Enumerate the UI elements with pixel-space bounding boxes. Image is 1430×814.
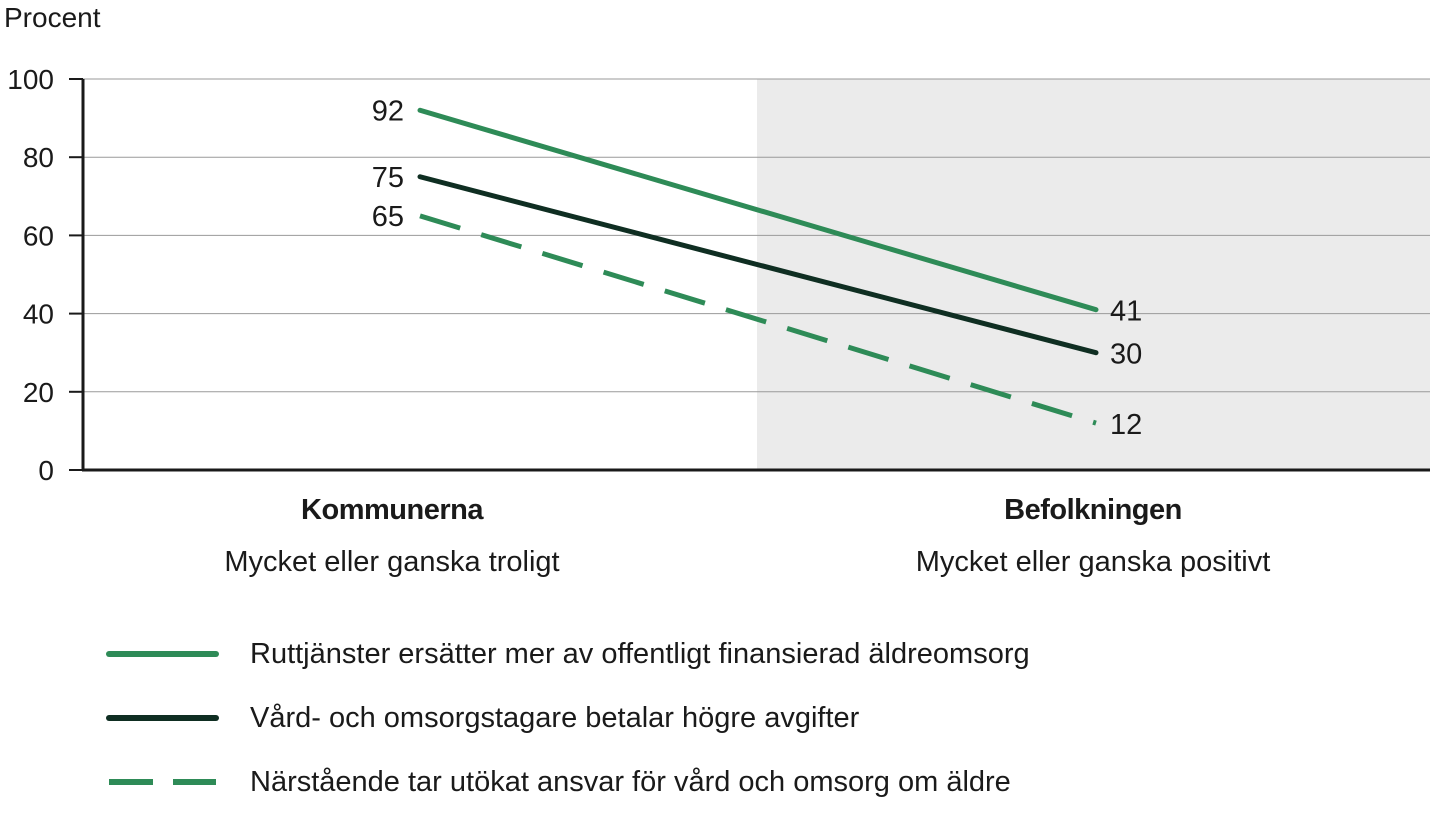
category-subtitle-befolkningen: Mycket eller ganska positivt (915, 546, 1271, 578)
axes (81, 79, 1430, 472)
data-label: 12 (1110, 409, 1142, 441)
series-line (417, 174, 1099, 356)
befolkningen-background-band (757, 79, 1430, 470)
legend-label: Vård- och omsorgstagare betalar högre av… (250, 701, 860, 734)
legend-label: Ruttjänster ersätter mer av offentligt f… (250, 637, 1030, 670)
data-label: 65 (372, 201, 404, 233)
y-axis-label: Procent (4, 2, 101, 33)
legend-swatch-ruttjanster (106, 651, 219, 657)
y-tick-label: 80 (23, 142, 54, 173)
y-tick-label: 40 (23, 299, 54, 330)
series-lines (417, 107, 1099, 426)
category-title-befolkningen: Befolkningen (1004, 494, 1182, 526)
series-line (419, 213, 1097, 426)
data-labels: 92 41 75 30 65 12 (372, 95, 1143, 441)
legend-item: Vård- och omsorgstagare betalar högre av… (105, 686, 1030, 750)
legend-item: Närstående tar utökat ansvar för vård oc… (105, 750, 1030, 814)
line-chart: 0 20 40 60 80 100 92 41 75 30 65 12 (7, 64, 1430, 486)
data-label: 92 (372, 95, 404, 127)
category-title-kommunerna: Kommunerna (301, 494, 483, 526)
y-tick-label: 0 (38, 455, 54, 486)
category-subtitle-kommunerna: Mycket eller ganska troligt (224, 546, 560, 578)
data-label: 41 (1110, 296, 1142, 328)
gridlines (69, 78, 1430, 471)
y-tick-label: 60 (23, 220, 54, 251)
y-tick-label: 100 (7, 64, 54, 95)
data-label: 30 (1110, 339, 1142, 371)
legend-label: Närstående tar utökat ansvar för vård oc… (250, 765, 1011, 798)
data-label: 75 (372, 162, 404, 194)
legend-item: Ruttjänster ersätter mer av offentligt f… (105, 622, 1030, 686)
legend-swatch-avgifter (106, 715, 219, 721)
legend-swatch-narstaende (109, 779, 216, 785)
series-line (417, 107, 1099, 313)
legend: Ruttjänster ersätter mer av offentligt f… (105, 622, 1030, 814)
y-tick-labels: 0 20 40 60 80 100 (7, 64, 54, 486)
y-tick-label: 20 (23, 377, 54, 408)
